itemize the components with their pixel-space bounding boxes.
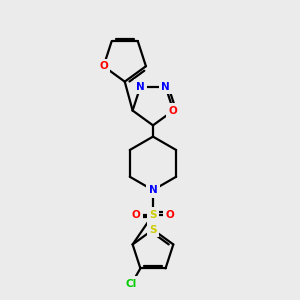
Text: S: S [149,225,157,235]
Text: N: N [136,82,145,92]
Text: O: O [166,210,175,220]
Text: N: N [148,185,157,195]
Text: O: O [131,210,140,220]
Text: Cl: Cl [126,279,137,289]
Text: O: O [99,61,108,71]
Text: O: O [169,106,178,116]
Text: N: N [161,82,170,92]
Text: S: S [149,210,157,220]
